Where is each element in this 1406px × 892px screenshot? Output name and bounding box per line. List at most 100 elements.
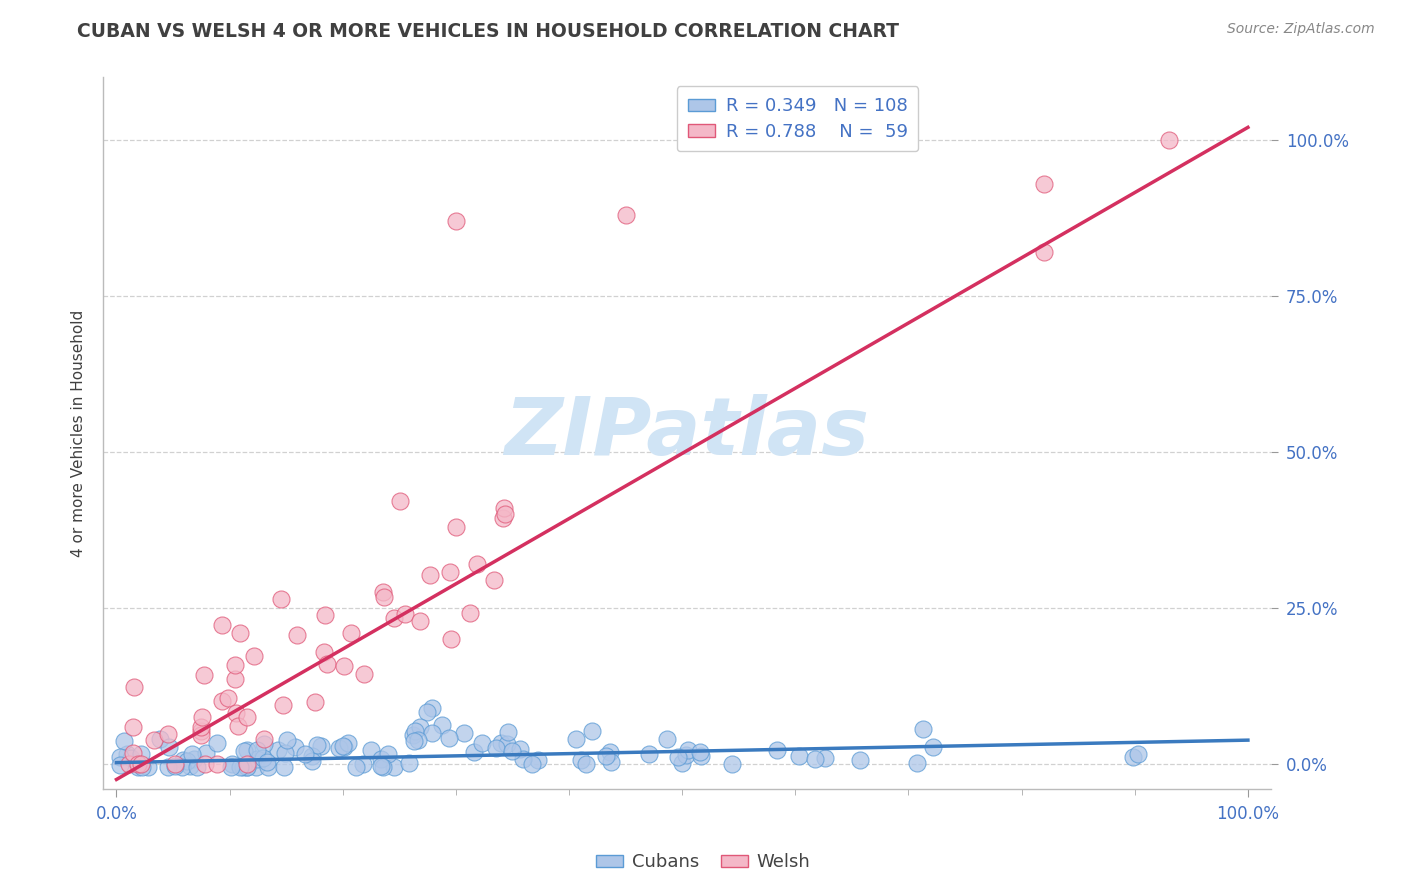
Point xyxy=(564,731,586,746)
Y-axis label: 4 or more Vehicles in Household: 4 or more Vehicles in Household xyxy=(72,310,86,557)
Point xyxy=(190,728,212,742)
Point xyxy=(129,756,152,771)
Point xyxy=(211,694,233,708)
Point xyxy=(1122,750,1144,764)
Point xyxy=(284,739,307,754)
Point xyxy=(273,747,295,761)
Point xyxy=(253,737,276,751)
Point xyxy=(253,732,276,747)
Point xyxy=(370,752,392,766)
Point xyxy=(675,747,697,762)
Point xyxy=(905,756,928,770)
Point xyxy=(471,736,494,750)
Point xyxy=(689,745,711,759)
Point xyxy=(671,756,693,770)
Point xyxy=(657,732,679,747)
Point xyxy=(131,760,153,774)
Point xyxy=(482,573,505,587)
Point xyxy=(315,657,337,671)
Point xyxy=(127,756,149,771)
Point xyxy=(236,760,259,774)
Point xyxy=(336,736,359,750)
Point xyxy=(235,760,257,774)
Point xyxy=(509,741,531,756)
Point xyxy=(149,731,172,746)
Point xyxy=(574,757,596,772)
Point xyxy=(246,743,269,757)
Point xyxy=(163,759,186,773)
Point xyxy=(235,756,257,771)
Point xyxy=(453,726,475,740)
Point xyxy=(494,501,516,516)
Point xyxy=(420,700,443,714)
Point xyxy=(690,748,713,763)
Point xyxy=(444,214,467,228)
Point xyxy=(181,747,204,761)
Point xyxy=(599,746,621,760)
Point xyxy=(496,737,519,751)
Point xyxy=(190,710,212,724)
Text: Source: ZipAtlas.com: Source: ZipAtlas.com xyxy=(1227,22,1375,37)
Point xyxy=(190,720,212,734)
Point xyxy=(224,658,246,673)
Point xyxy=(766,742,789,756)
Point xyxy=(157,760,180,774)
Point xyxy=(467,557,489,571)
Point xyxy=(294,747,316,762)
Point xyxy=(257,760,280,774)
Point xyxy=(911,722,934,736)
Point xyxy=(406,732,429,747)
Point xyxy=(333,659,356,673)
Point xyxy=(205,736,228,750)
Point xyxy=(129,747,152,761)
Point xyxy=(122,746,145,760)
Point xyxy=(814,751,837,765)
Point xyxy=(225,706,247,720)
Point xyxy=(309,739,332,753)
Point xyxy=(332,739,354,754)
Point xyxy=(721,756,744,771)
Point xyxy=(388,494,411,508)
Point xyxy=(409,720,432,734)
Point xyxy=(420,726,443,740)
Point xyxy=(328,741,350,756)
Point xyxy=(614,208,637,222)
Point xyxy=(384,760,406,774)
Point xyxy=(176,754,198,768)
Point xyxy=(226,719,249,733)
Legend: R = 0.349   N = 108, R = 0.788    N =  59: R = 0.349 N = 108, R = 0.788 N = 59 xyxy=(676,87,918,152)
Point xyxy=(183,751,205,765)
Point xyxy=(377,747,399,762)
Point xyxy=(301,754,323,768)
Point xyxy=(458,606,481,620)
Point xyxy=(849,753,872,767)
Point xyxy=(1033,177,1056,191)
Legend: Cubans, Welsh: Cubans, Welsh xyxy=(588,847,818,879)
Point xyxy=(416,705,439,719)
Point xyxy=(256,755,278,769)
Point xyxy=(432,718,454,732)
Point xyxy=(301,748,323,763)
Point xyxy=(501,743,523,757)
Point xyxy=(398,756,420,770)
Point xyxy=(1157,133,1180,147)
Point xyxy=(666,749,689,764)
Text: CUBAN VS WELSH 4 OR MORE VEHICLES IN HOUSEHOLD CORRELATION CHART: CUBAN VS WELSH 4 OR MORE VEHICLES IN HOU… xyxy=(77,22,900,41)
Point xyxy=(485,741,508,756)
Point xyxy=(446,520,468,534)
Point xyxy=(440,632,463,646)
Point xyxy=(136,760,159,774)
Point xyxy=(305,738,328,752)
Point xyxy=(676,743,699,757)
Point xyxy=(252,751,274,765)
Point xyxy=(787,749,810,764)
Point xyxy=(409,615,432,629)
Point xyxy=(163,756,186,771)
Point xyxy=(599,755,621,769)
Point xyxy=(232,760,254,774)
Point xyxy=(112,733,135,747)
Point xyxy=(402,728,425,742)
Point xyxy=(491,510,513,524)
Point xyxy=(352,756,374,771)
Point xyxy=(276,732,298,747)
